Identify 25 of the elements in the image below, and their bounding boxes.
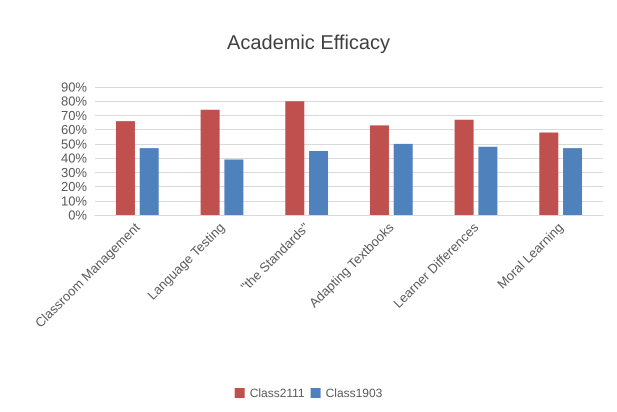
bar xyxy=(478,146,498,215)
bar xyxy=(309,151,328,215)
bar xyxy=(563,148,582,215)
y-tick-label: 80% xyxy=(60,94,88,109)
chart-title: Academic Efficacy xyxy=(226,32,390,54)
y-tick-label: 60% xyxy=(60,122,88,138)
bar xyxy=(224,160,244,215)
y-tick-label: 30% xyxy=(60,164,88,180)
bar xyxy=(370,125,389,215)
y-tick-label: 50% xyxy=(60,136,88,152)
y-tick-label: 20% xyxy=(60,179,88,194)
legend-label: Class2111 xyxy=(250,386,305,400)
bar xyxy=(116,121,135,215)
bar xyxy=(394,144,413,215)
y-tick-label: 40% xyxy=(60,150,88,166)
legend-label: Class1903 xyxy=(326,386,383,400)
bar xyxy=(200,110,220,215)
bar xyxy=(539,132,558,215)
y-tick-label: 0% xyxy=(68,208,88,222)
bar xyxy=(285,101,304,215)
y-tick-label: 70% xyxy=(60,108,88,123)
bar xyxy=(140,148,159,215)
bar xyxy=(454,120,474,215)
y-tick-label: 10% xyxy=(60,193,88,208)
y-tick-label: 90% xyxy=(60,80,88,94)
